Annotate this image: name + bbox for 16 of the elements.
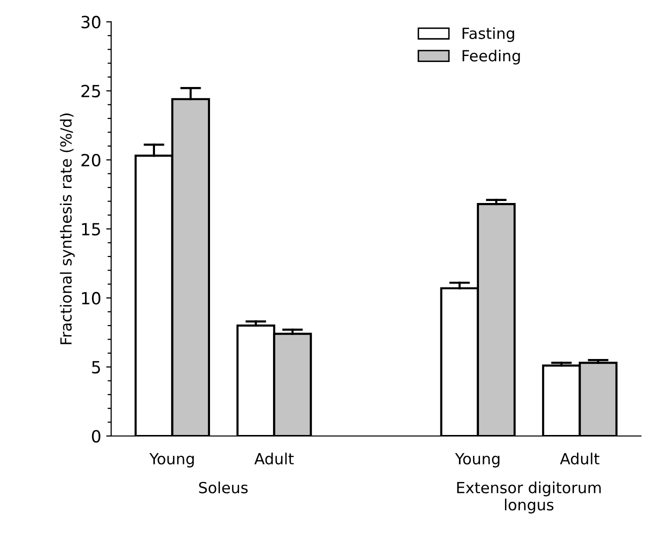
y-tick-label: 25 [81, 84, 100, 98]
legend-label: Fasting [462, 27, 514, 42]
y-tick-label: 20 [81, 154, 100, 166]
x-tick-label: Adult [254, 452, 294, 464]
y-axis-title: Fractional synthesis rate (%/d) [60, 114, 75, 344]
y-tick-label: 15 [82, 223, 100, 236]
text: Extensor digitorum longus [457, 482, 601, 514]
y-tick-label: 5 [92, 361, 100, 374]
y-tick-label: 10 [82, 292, 100, 304]
x-tick-label: Young [149, 453, 194, 468]
y-tick-label: 30 [82, 16, 100, 28]
x-tick-label: Young [455, 453, 500, 468]
text: Soleus [199, 482, 248, 494]
y-tick-label: 0 [92, 430, 100, 443]
x-tick-label: Adult [560, 452, 600, 464]
legend-label: Feeding [462, 50, 520, 64]
